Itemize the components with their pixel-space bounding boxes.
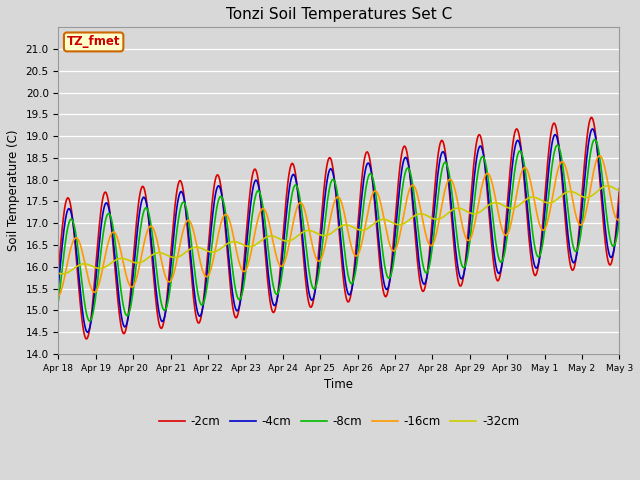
-4cm (424, 266, 432, 272)
Line: -32cm: -32cm (58, 186, 620, 274)
-32cm (124, 257, 131, 263)
-2cm (424, 262, 432, 267)
Legend: -2cm, -4cm, -8cm, -16cm, -32cm: -2cm, -4cm, -8cm, -16cm, -32cm (154, 410, 524, 433)
Text: TZ_fmet: TZ_fmet (67, 36, 120, 48)
-2cm (54, 268, 62, 274)
-32cm (210, 249, 218, 255)
-4cm (124, 320, 131, 325)
Line: -8cm: -8cm (58, 140, 620, 321)
-16cm (407, 183, 415, 189)
-16cm (616, 216, 623, 222)
-32cm (180, 251, 188, 256)
-4cm (210, 203, 218, 209)
-16cm (424, 238, 431, 243)
-32cm (604, 183, 612, 189)
-8cm (54, 298, 62, 303)
-16cm (209, 258, 217, 264)
-2cm (124, 320, 131, 326)
-32cm (65, 269, 73, 275)
-4cm (408, 188, 416, 193)
-8cm (616, 216, 623, 222)
-32cm (616, 188, 623, 194)
-4cm (616, 199, 623, 205)
-4cm (589, 126, 596, 132)
-32cm (408, 215, 416, 220)
-8cm (591, 137, 598, 143)
-16cm (122, 273, 130, 279)
Line: -4cm: -4cm (58, 129, 620, 332)
-2cm (180, 193, 188, 199)
-8cm (210, 227, 218, 232)
-4cm (65, 206, 72, 212)
-2cm (408, 193, 416, 199)
-2cm (210, 186, 218, 192)
-4cm (83, 329, 91, 335)
-2cm (65, 195, 72, 201)
-4cm (54, 282, 62, 288)
Title: Tonzi Soil Temperatures Set C: Tonzi Soil Temperatures Set C (226, 7, 452, 22)
-2cm (588, 115, 595, 120)
-32cm (54, 270, 62, 276)
-8cm (180, 200, 188, 205)
-32cm (58, 271, 66, 277)
-16cm (179, 227, 187, 233)
-4cm (180, 196, 188, 202)
-32cm (424, 214, 432, 219)
-8cm (65, 221, 72, 227)
Line: -2cm: -2cm (58, 118, 620, 339)
X-axis label: Time: Time (324, 378, 353, 391)
Y-axis label: Soil Temperature (C): Soil Temperature (C) (7, 130, 20, 252)
-16cm (596, 153, 604, 159)
-8cm (408, 178, 416, 183)
-2cm (616, 185, 623, 191)
-8cm (86, 318, 93, 324)
Line: -16cm: -16cm (58, 156, 620, 297)
-8cm (124, 313, 131, 319)
-16cm (54, 294, 62, 300)
-2cm (83, 336, 90, 342)
-8cm (424, 267, 432, 273)
-16cm (65, 255, 72, 261)
